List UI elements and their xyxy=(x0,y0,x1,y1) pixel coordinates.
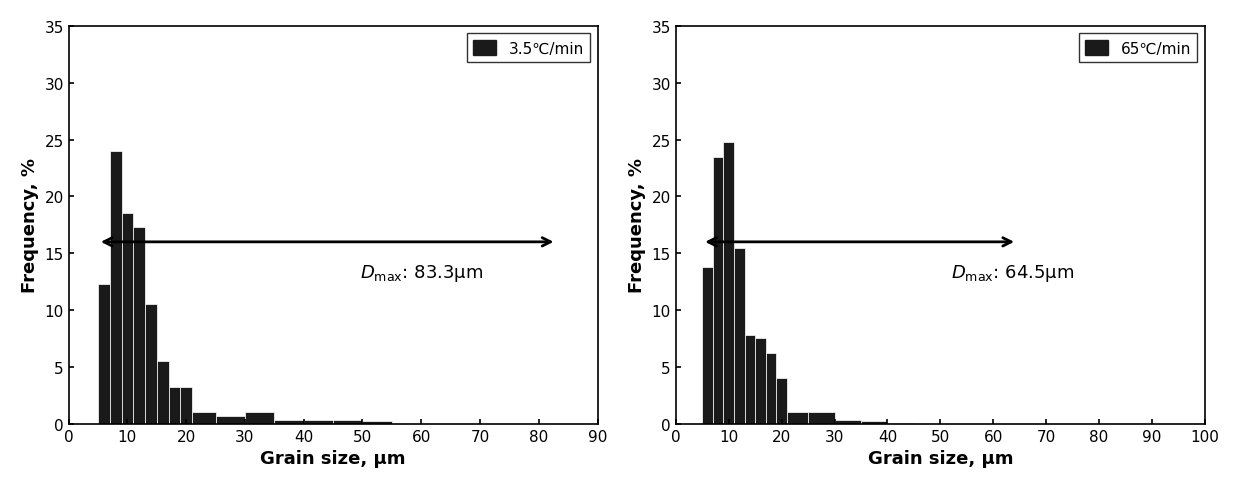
Bar xyxy=(246,412,274,424)
Bar xyxy=(133,227,145,424)
Bar xyxy=(734,248,744,424)
Bar xyxy=(169,387,180,424)
Bar xyxy=(304,421,334,424)
Text: $\mathit{D}_\mathregular{max}$: 64.5μm: $\mathit{D}_\mathregular{max}$: 64.5μm xyxy=(951,263,1074,284)
X-axis label: Grain size, μm: Grain size, μm xyxy=(868,449,1013,467)
Bar xyxy=(110,152,122,424)
Bar xyxy=(362,422,392,424)
Bar xyxy=(216,416,246,424)
X-axis label: Grain size, μm: Grain size, μm xyxy=(260,449,405,467)
Bar xyxy=(145,305,156,424)
Bar xyxy=(861,422,888,424)
Bar xyxy=(702,267,713,424)
Legend: 65℃/min: 65℃/min xyxy=(1079,34,1197,62)
Bar xyxy=(755,339,766,424)
Bar xyxy=(274,421,304,424)
Bar xyxy=(156,362,169,424)
Bar xyxy=(766,353,776,424)
Bar xyxy=(787,412,808,424)
Bar xyxy=(122,214,133,424)
Bar xyxy=(744,335,755,424)
Bar xyxy=(808,412,835,424)
Bar xyxy=(334,421,362,424)
Text: $\mathit{D}_\mathregular{max}$: 83.3μm: $\mathit{D}_\mathregular{max}$: 83.3μm xyxy=(360,263,482,284)
Bar xyxy=(723,142,734,424)
Y-axis label: Frequency, %: Frequency, % xyxy=(21,158,38,293)
Y-axis label: Frequency, %: Frequency, % xyxy=(627,158,646,293)
Bar xyxy=(192,412,216,424)
Legend: 3.5℃/min: 3.5℃/min xyxy=(467,34,590,62)
Bar xyxy=(180,387,192,424)
Bar xyxy=(713,157,723,424)
Bar xyxy=(888,423,914,424)
Bar xyxy=(98,285,110,424)
Bar xyxy=(776,379,787,424)
Bar xyxy=(835,421,861,424)
